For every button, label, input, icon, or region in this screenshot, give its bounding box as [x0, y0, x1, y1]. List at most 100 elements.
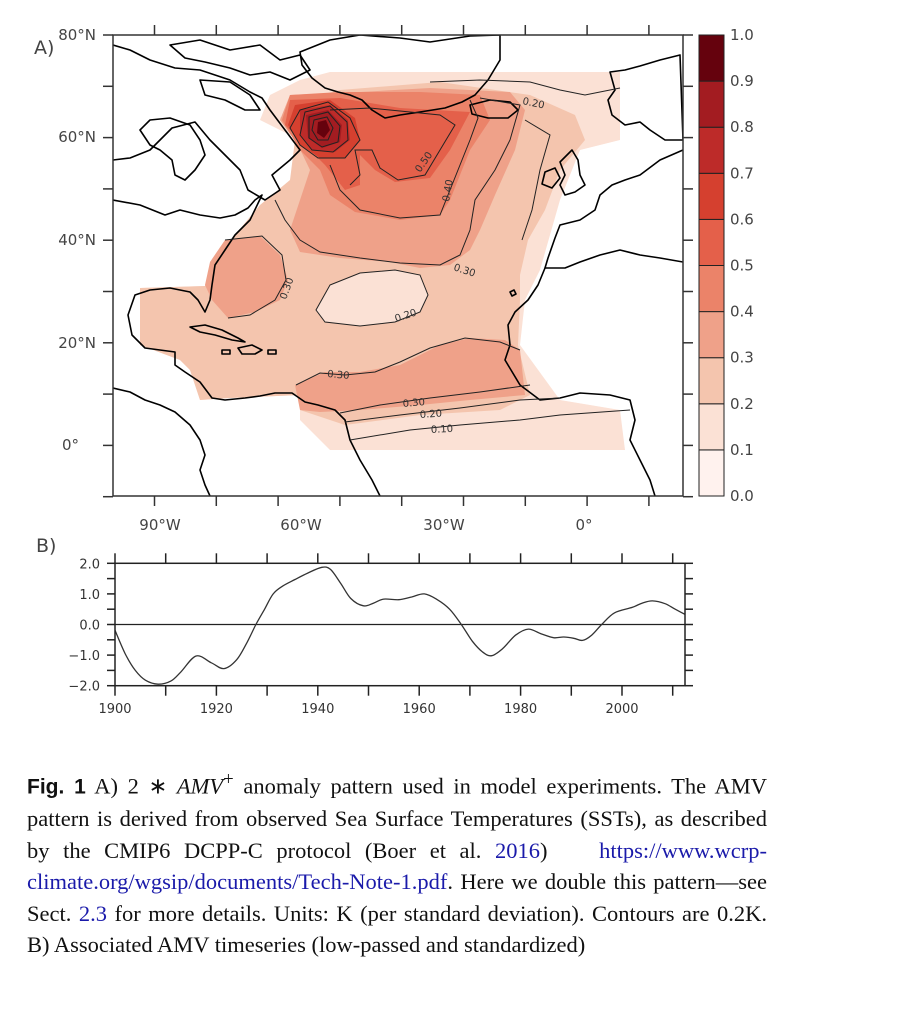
contour-0.20-subtropical — [315, 269, 429, 327]
y-tick-label: −2.0 — [68, 680, 100, 695]
figure-number: Fig. 1 — [27, 775, 86, 799]
colorbar-label: 0.8 — [730, 118, 754, 136]
lat-label: 80°N — [58, 26, 96, 44]
colorbar-swatch — [698, 265, 725, 313]
contour-0.40 — [329, 99, 479, 219]
colorbar-swatch — [698, 403, 725, 451]
citation-link[interactable]: 2016 — [495, 837, 541, 863]
coastline-jamaica — [221, 349, 231, 355]
colorbar-swatch — [698, 218, 725, 266]
amv-timeseries-line — [115, 566, 685, 685]
contour-0.70 — [299, 105, 349, 153]
coastline-us-east — [113, 194, 381, 496]
coastline-arctic-islands — [169, 39, 311, 81]
contour-label: 0.40 — [441, 179, 456, 203]
y-tick-label: −1.0 — [68, 649, 100, 664]
contour-0.30-florida — [224, 235, 287, 319]
x-tick-label: 1980 — [504, 702, 537, 717]
contour-label: 0.30 — [327, 369, 350, 382]
colorbar-label: 0.7 — [730, 164, 754, 182]
map-latitude-labels: 80°N 60°N 40°N 20°N 0° — [58, 26, 96, 454]
lon-label: 60°W — [280, 516, 322, 534]
x-tick-label: 1900 — [98, 702, 131, 717]
lat-label: 0° — [62, 436, 79, 454]
contour-0.30-tropical-south — [339, 384, 531, 414]
colorbar-swatch — [698, 172, 725, 220]
colorbar-swatch — [698, 126, 725, 174]
fill-subtropical-min — [316, 270, 428, 326]
map-frame — [112, 34, 684, 497]
coastline-scandinavia — [607, 54, 683, 141]
lat-label: 40°N — [58, 231, 96, 249]
colorbar-label: 0.0 — [730, 487, 754, 505]
coastline-ireland — [541, 167, 561, 189]
y-tick-label: 0.0 — [79, 619, 100, 634]
colorbar-swatch — [698, 80, 725, 128]
colorbar: 0.0 0.1 0.2 0.3 0.4 0.5 0.6 0.7 0.8 0.9 1.0 — [698, 26, 754, 505]
fill-band-0.9-1.0 — [317, 120, 330, 138]
coastline-greenland — [299, 35, 501, 119]
contour-0.20-tropical — [344, 397, 561, 423]
lon-label: 30°W — [423, 516, 465, 534]
coastline-europe-west — [544, 149, 683, 269]
contour-0.20-east — [521, 119, 551, 241]
contour-0.20-north — [429, 79, 621, 96]
contour-0.90 — [311, 116, 334, 141]
coastlines — [113, 35, 683, 496]
contour-0.30-north — [274, 97, 521, 266]
colorbar-label: 0.1 — [730, 441, 754, 459]
lon-label: 0° — [575, 516, 592, 534]
contour-label: 0.10 — [431, 424, 454, 436]
colorbar-swatch — [698, 34, 725, 82]
timeseries-ticks — [107, 553, 693, 696]
amv-timeseries-chart: 2.0 1.0 0.0 −1.0 −2.0 1900 1920 1940 1960 1980 20… — [68, 553, 693, 717]
amv-symbol: AMV — [176, 773, 224, 799]
fill-band-0.3-0.4-florida — [205, 236, 288, 318]
map-longitude-labels: 90°W 60°W 30°W 0° — [139, 516, 592, 534]
figure-caption: Fig. 1 A) 2 ∗ AMV+ anomaly pattern used … — [27, 764, 767, 961]
colorbar-swatch — [698, 449, 725, 497]
coastline-uk — [559, 149, 586, 196]
tech-note-url-link[interactable]: https://www.wcrp-climate.org/wgsip/docum… — [27, 837, 767, 895]
contour-label: 0.30 — [402, 397, 425, 410]
colorbar-swatch — [698, 311, 725, 359]
figure: A) — [34, 25, 754, 717]
colorbar-label: 0.4 — [730, 303, 754, 321]
coastline-hispaniola — [237, 344, 263, 355]
contour-label: 0.20 — [521, 96, 545, 111]
sst-anomaly-map: 0.20 0.50 0.40 0.30 0.30 0.20 0.30 0.30 … — [113, 35, 683, 496]
contour-0.30-tropical-west — [295, 337, 521, 386]
caption-text: for more details. Units: K (per standard… — [27, 900, 768, 958]
contour-0.10-equatorial — [349, 409, 631, 441]
colorbar-swatch — [698, 357, 725, 405]
lat-label: 60°N — [58, 128, 96, 146]
coastline-north-america — [113, 44, 301, 201]
coastline-canaries — [509, 289, 517, 297]
contour-0.50 — [329, 107, 456, 186]
colorbar-label: 1.0 — [730, 26, 754, 44]
lat-label: 20°N — [58, 334, 96, 352]
timeseries-y-labels: 2.0 1.0 0.0 −1.0 −2.0 — [68, 557, 100, 694]
x-tick-label: 1920 — [200, 702, 233, 717]
amv-superscript: + — [223, 769, 234, 790]
colorbar-label: 0.5 — [730, 257, 754, 275]
caption-text: A) 2 ∗ — [85, 773, 177, 799]
timeseries-x-labels: 1900 1920 1940 1960 1980 2000 — [98, 702, 638, 717]
contour-0.80 — [308, 111, 341, 148]
coastline-south-america — [113, 387, 211, 496]
coastline-cuba — [189, 324, 246, 343]
contour-label: 0.20 — [419, 408, 442, 421]
y-tick-label: 1.0 — [79, 588, 100, 603]
caption-text: anomaly pattern used in model experiment… — [27, 773, 768, 863]
section-link[interactable]: 2.3 — [78, 900, 108, 926]
coastline-puerto-rico — [267, 349, 277, 355]
colorbar-label: 0.2 — [730, 395, 754, 413]
panel-a-label: A) — [34, 37, 54, 59]
colorbar-label: 0.3 — [730, 349, 754, 367]
lon-label: 90°W — [139, 516, 181, 534]
contour-0.60 — [289, 101, 361, 159]
y-tick-label: 2.0 — [79, 557, 100, 572]
map-ticks — [103, 25, 693, 506]
colorbar-label: 0.6 — [730, 210, 754, 228]
colorbar-label: 0.9 — [730, 72, 754, 90]
